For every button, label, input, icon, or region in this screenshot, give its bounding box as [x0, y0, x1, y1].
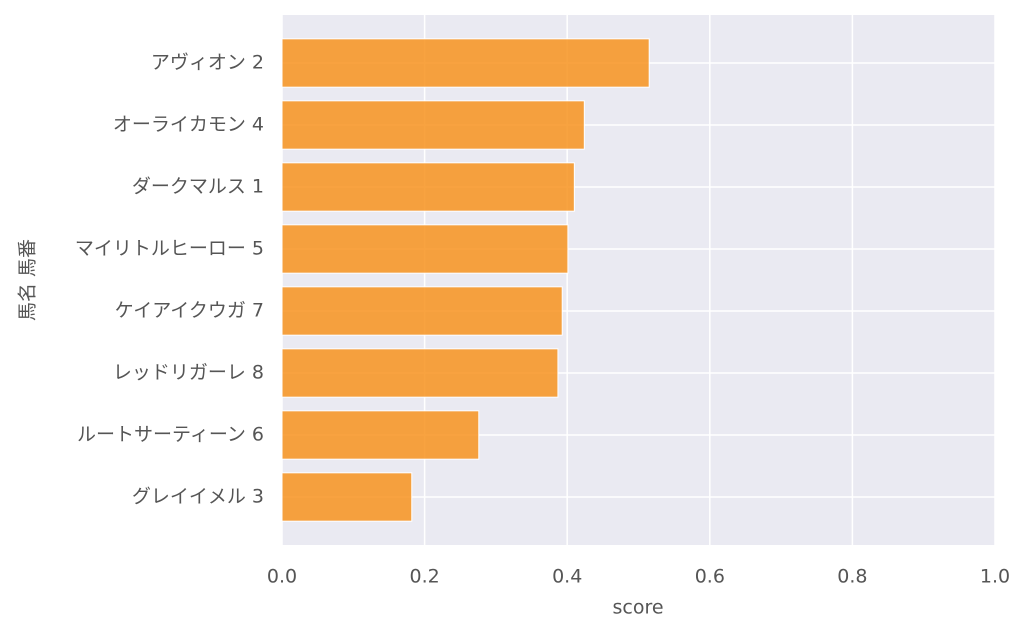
bar	[281, 38, 650, 88]
bar	[281, 348, 559, 398]
x-tick-label: 0.0	[267, 566, 297, 588]
y-tick-label: ルートサーティーン 6	[77, 424, 264, 446]
plot-area	[282, 15, 995, 545]
bar	[281, 100, 585, 150]
x-tick-label: 0.4	[552, 566, 582, 588]
bar	[281, 286, 563, 336]
x-tick-label: 0.6	[695, 566, 725, 588]
y-axis-label: 馬名 馬番	[17, 239, 39, 321]
x-tick-label: 1.0	[980, 566, 1010, 588]
bar	[281, 410, 480, 460]
bar	[281, 472, 413, 522]
y-tick-label: ダークマルス 1	[132, 176, 264, 198]
x-tick-label: 0.8	[837, 566, 867, 588]
bar	[281, 162, 575, 212]
y-tick-label: オーライカモン 4	[113, 114, 264, 136]
x-axis-label: score	[612, 597, 663, 619]
y-tick-label: アヴィオン 2	[151, 52, 264, 74]
y-tick-label: ケイアイクウガ 7	[115, 300, 264, 322]
bar	[281, 224, 569, 274]
x-tick-label: 0.2	[409, 566, 439, 588]
y-tick-label: グレイイメル 3	[132, 486, 264, 508]
y-tick-label: レッドリガーレ 8	[113, 362, 264, 384]
y-tick-label: マイリトルヒーロー 5	[75, 238, 264, 260]
